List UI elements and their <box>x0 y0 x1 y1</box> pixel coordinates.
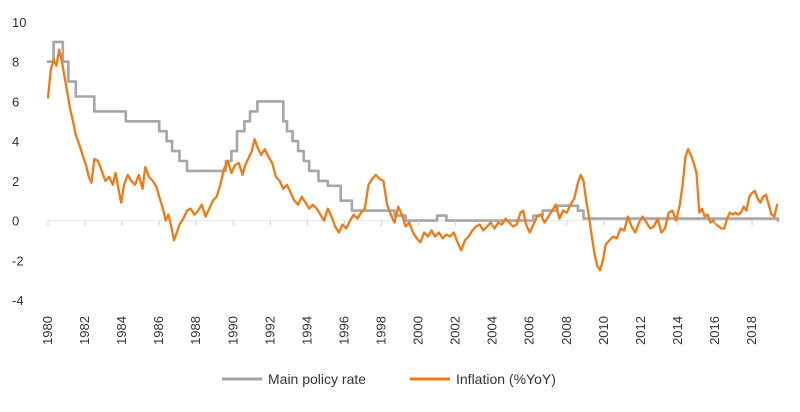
y-tick-label: -4 <box>12 293 24 308</box>
x-tick-label: 2014 <box>670 316 685 345</box>
legend: Main policy rate Inflation (%YoY) <box>222 371 556 387</box>
y-tick-label: 4 <box>12 134 19 149</box>
series-layer <box>46 40 780 272</box>
x-tick-label: 1990 <box>225 316 240 345</box>
axis-layer: -4 -2 0 2 4 6 8 10 1980 1982 1984 1986 1988 1990 1992 1… <box>12 15 759 345</box>
x-tick-label: 2006 <box>522 316 537 345</box>
x-tick-label: 1992 <box>262 316 277 345</box>
y-tick-label: 10 <box>12 15 26 30</box>
x-tick-label: 2000 <box>411 316 426 345</box>
x-tick-label: 2002 <box>448 316 463 345</box>
x-tick-label: 1988 <box>188 316 203 345</box>
x-tick-label: 1998 <box>374 316 389 345</box>
y-tick-label: 6 <box>12 94 19 109</box>
legend-label-inflation: Inflation (%YoY) <box>456 371 556 387</box>
legend-label-policy-rate: Main policy rate <box>268 371 366 387</box>
y-tick-label: 2 <box>12 174 19 189</box>
series-line-policy-rate <box>46 40 780 222</box>
x-tick-label: 1986 <box>151 316 166 345</box>
x-tick-label: 2010 <box>596 316 611 345</box>
x-tick-label: 2018 <box>744 316 759 345</box>
x-tick-label: 2016 <box>707 316 722 345</box>
x-tick-label: 1996 <box>336 316 351 345</box>
y-tick-label: 8 <box>12 55 19 70</box>
x-tick-label: 2012 <box>633 316 648 345</box>
y-tick-label: -2 <box>12 253 24 268</box>
x-tick-label: 1984 <box>114 316 129 345</box>
x-tick-label: 1982 <box>77 316 92 345</box>
x-tick-label: 1980 <box>40 316 55 345</box>
y-tick-label: 0 <box>12 214 19 229</box>
x-tick-label: 2008 <box>559 316 574 345</box>
series-line-inflation <box>46 48 779 272</box>
x-tick-label: 2004 <box>485 316 500 345</box>
x-tick-label: 1994 <box>299 316 314 345</box>
